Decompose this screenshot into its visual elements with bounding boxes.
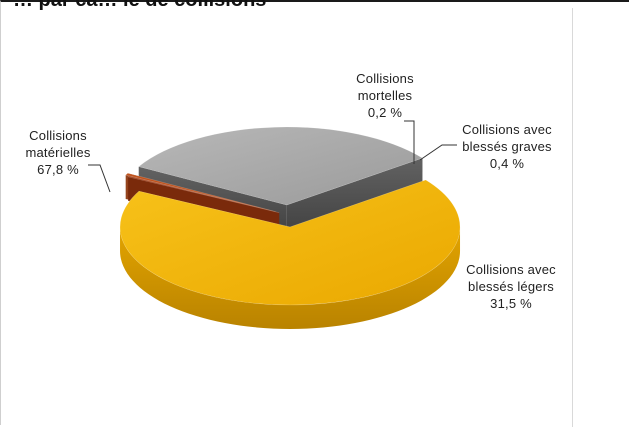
slice-collisions-blesses-graves — [125, 172, 276, 212]
pie-slices — [119, 126, 461, 306]
leader-collisions-blesses-graves — [419, 144, 457, 161]
leader-lines — [88, 120, 457, 193]
label-collisions-materielles: Collisions matérielles 67,8 % — [25, 128, 91, 177]
slice-collisions-blesses-legers — [138, 126, 424, 206]
label-collisions-blesses-graves: Collisions avec blessés graves 0,4 % — [462, 122, 552, 171]
leader-collisions-materielles — [88, 164, 111, 193]
panel-divider — [572, 8, 573, 427]
slice-collisions-blesses-legers-wall-end — [286, 158, 423, 230]
slice-collisions-materielles-side — [120, 226, 461, 329]
leader-collisions-mortelles — [404, 120, 415, 164]
label-collisions-mortelles: Collisions mortelles 0,2 % — [356, 71, 414, 120]
label-collisions-blesses-legers: Collisions avec blessés légers 31,5 % — [466, 262, 556, 311]
slice-collisions-mortelles — [127, 175, 280, 213]
slice-collisions-materielles — [119, 179, 461, 306]
chart-title: … par ca… ie de collisions — [13, 0, 267, 11]
